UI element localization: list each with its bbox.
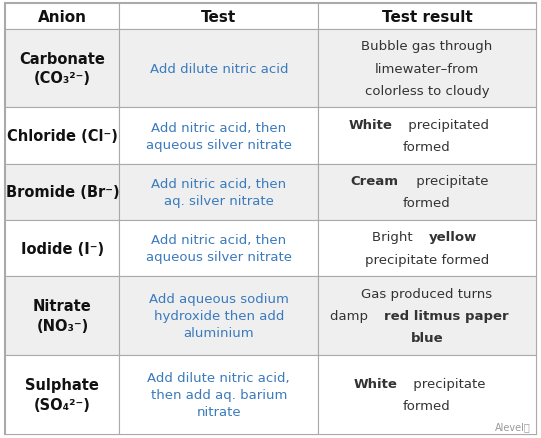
Bar (5, 30, 120, 108)
Bar (5, 355, 120, 434)
Text: Chloride (Cl⁻): Chloride (Cl⁻) (7, 129, 118, 144)
Text: red litmus paper: red litmus paper (384, 309, 509, 322)
Text: Add aqueous sodium
hydroxide then add
aluminium: Add aqueous sodium hydroxide then add al… (149, 292, 289, 339)
Text: precipitate: precipitate (410, 377, 486, 390)
Bar (120, 108, 318, 164)
Text: formed: formed (403, 197, 451, 210)
Text: Gas produced turns: Gas produced turns (361, 287, 492, 300)
Text: damp: damp (331, 309, 373, 322)
Bar (5, 276, 120, 355)
Text: Alevel菌: Alevel菌 (494, 421, 530, 431)
Bar (318, 30, 536, 108)
Text: Test: Test (201, 10, 236, 25)
Bar (318, 4, 536, 30)
Bar (318, 164, 536, 220)
Bar (318, 276, 536, 355)
Text: Add nitric acid, then
aq. silver nitrate: Add nitric acid, then aq. silver nitrate (151, 177, 286, 207)
Text: Bright: Bright (372, 231, 417, 244)
Text: Add nitric acid, then
aqueous silver nitrate: Add nitric acid, then aqueous silver nit… (146, 233, 292, 263)
Text: formed: formed (403, 141, 451, 154)
Text: Add nitric acid, then
aqueous silver nitrate: Add nitric acid, then aqueous silver nit… (146, 121, 292, 151)
Bar (5, 164, 120, 220)
Bar (120, 164, 318, 220)
Bar (120, 276, 318, 355)
Text: blue: blue (411, 332, 443, 345)
Text: yellow: yellow (428, 231, 477, 244)
Bar (5, 220, 120, 276)
Text: Nitrate
(NO₃⁻): Nitrate (NO₃⁻) (33, 298, 92, 333)
Bar (120, 220, 318, 276)
Bar (5, 4, 120, 30)
Text: Cream: Cream (351, 175, 399, 188)
Text: White: White (354, 377, 398, 390)
Bar (318, 108, 536, 164)
Text: precipitated: precipitated (404, 119, 489, 131)
Text: White: White (348, 119, 392, 131)
Bar (5, 108, 120, 164)
Text: Bromide (Br⁻): Bromide (Br⁻) (5, 185, 119, 200)
Text: Carbonate
(CO₃²⁻): Carbonate (CO₃²⁻) (19, 52, 105, 86)
Text: colorless to cloudy: colorless to cloudy (365, 85, 489, 98)
Bar (318, 220, 536, 276)
Bar (120, 355, 318, 434)
Text: precipitate: precipitate (412, 175, 488, 188)
Text: Iodide (I⁻): Iodide (I⁻) (21, 241, 104, 256)
Text: Bubble gas through: Bubble gas through (361, 40, 492, 53)
Text: Add dilute nitric acid,
then add aq. barium
nitrate: Add dilute nitric acid, then add aq. bar… (148, 371, 290, 418)
Text: precipitate formed: precipitate formed (365, 253, 489, 266)
Text: Add dilute nitric acid: Add dilute nitric acid (149, 63, 288, 75)
Text: formed: formed (403, 399, 451, 412)
Bar (318, 355, 536, 434)
Bar (120, 4, 318, 30)
Text: Sulphate
(SO₄²⁻): Sulphate (SO₄²⁻) (25, 377, 100, 412)
Text: limewater–from: limewater–from (375, 63, 479, 75)
Text: Anion: Anion (38, 10, 87, 25)
Bar (120, 30, 318, 108)
Text: Test result: Test result (381, 10, 472, 25)
